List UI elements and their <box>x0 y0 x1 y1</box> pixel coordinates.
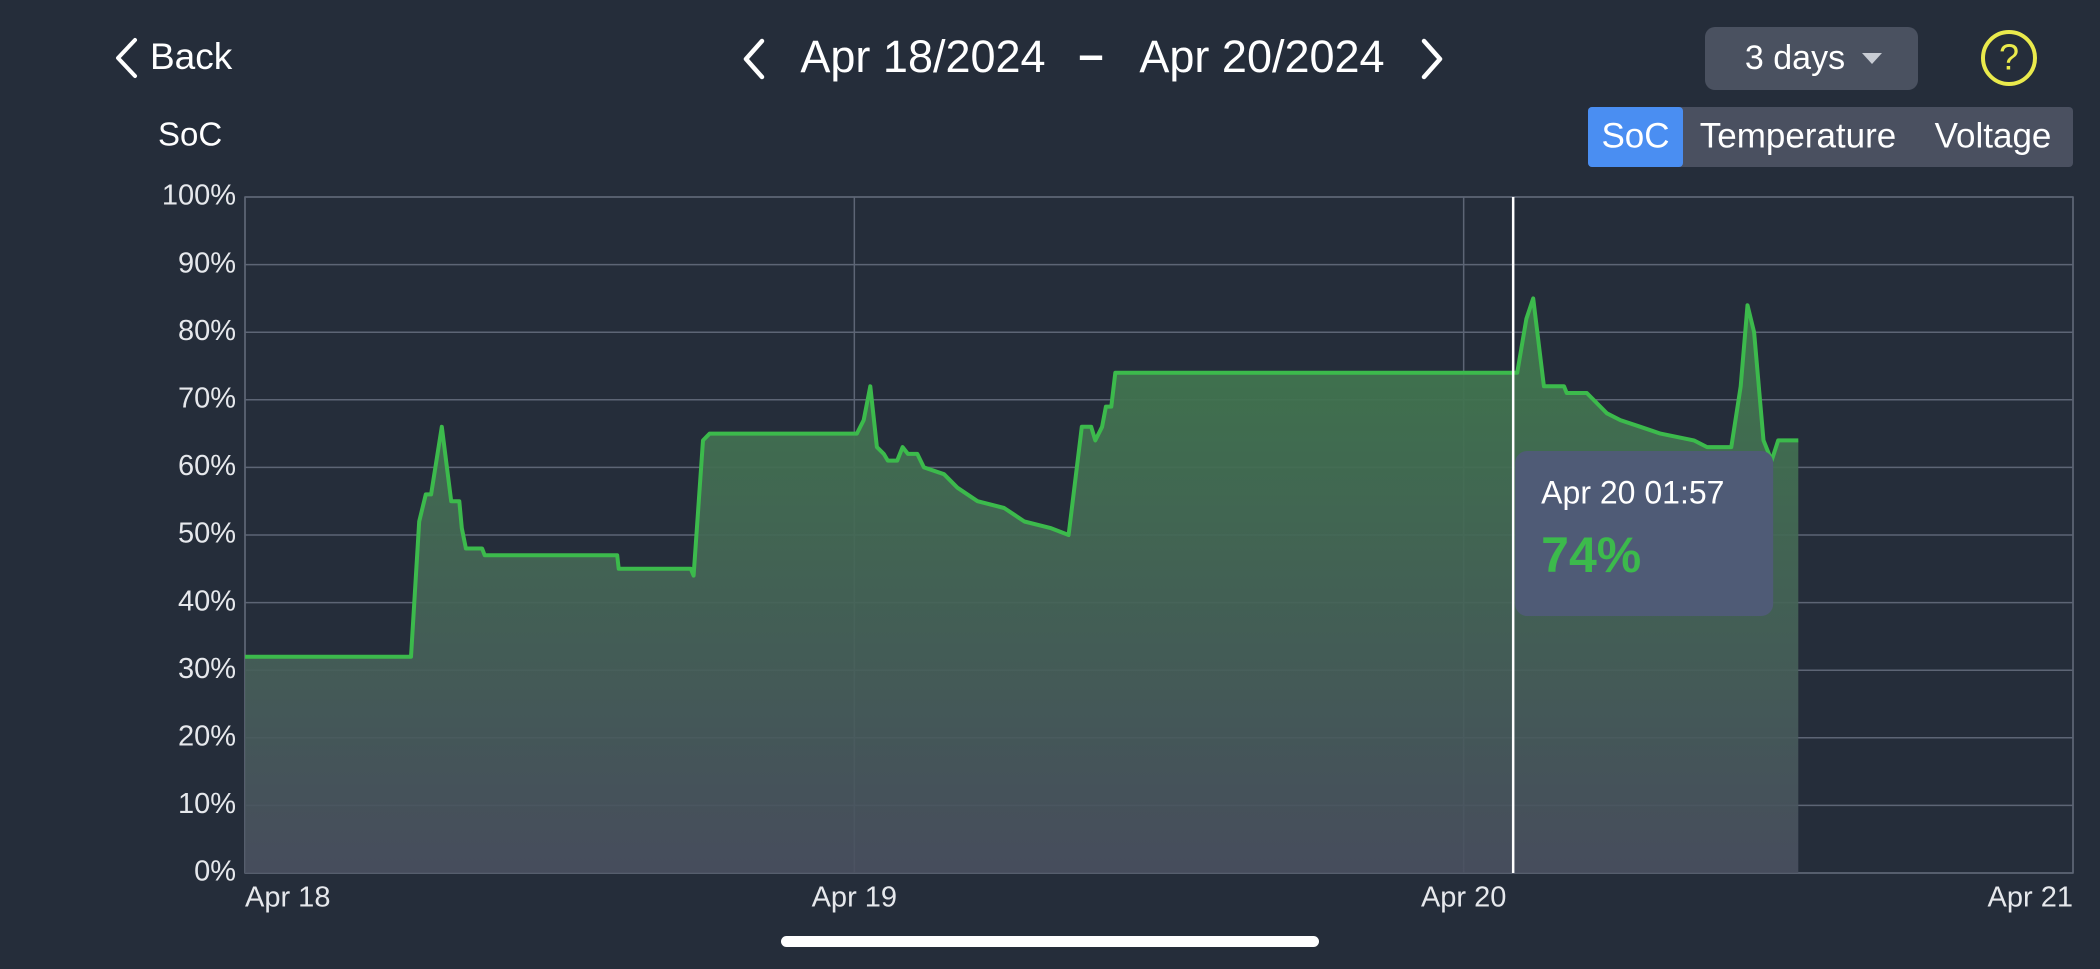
y-tick-label: 100% <box>162 180 236 212</box>
tab-label: Voltage <box>1935 116 2052 155</box>
range-caret <box>1862 53 1882 64</box>
y-tick-label: 70% <box>178 382 236 414</box>
help-button[interactable]: ? <box>1981 30 2037 86</box>
date-separator: – <box>1078 29 1103 80</box>
y-tick-label: 60% <box>178 450 236 482</box>
range-button <box>1705 27 1918 90</box>
tab-label: Temperature <box>1700 116 1896 155</box>
back-chevron <box>116 38 137 78</box>
help-label: ? <box>1999 37 2019 78</box>
help-circle <box>1981 30 2037 86</box>
tab[interactable]: Voltage <box>1935 116 2052 155</box>
x-tick-label: Apr 18 <box>245 882 330 914</box>
tab-active-bg <box>1588 107 1683 167</box>
tab[interactable]: SoC <box>1588 107 1683 167</box>
y-tick-label: 90% <box>178 247 236 279</box>
y-tick-label: 0% <box>194 856 236 888</box>
back-button[interactable]: Back <box>116 36 233 78</box>
tooltip-value: 74% <box>1541 527 1641 583</box>
plot: 0% 10% 20% 30% 40% 50% 60% 70% 80% 90% 100% Apr 18 A… <box>162 180 2074 914</box>
area-fill <box>245 298 1799 873</box>
tooltip-time: Apr 20 01:57 <box>1541 474 1724 510</box>
tab-bar-bg <box>1588 107 2073 167</box>
soc-line <box>245 296 1799 659</box>
prev-arrow[interactable] <box>743 38 765 80</box>
start-date: Apr 18/2024 <box>800 31 1045 82</box>
tooltip: Apr 20 01:57 74% <box>1515 451 1774 616</box>
y-tick-label: 30% <box>178 653 236 685</box>
x-tick-label: Apr 21 <box>1988 882 2073 914</box>
x-tick-label: Apr 19 <box>812 882 897 914</box>
y-tick-label: 10% <box>178 788 236 820</box>
home-indicator <box>781 936 1319 947</box>
x-tick-label: Apr 20 <box>1421 882 1506 914</box>
next-arrow[interactable] <box>1421 38 1443 80</box>
tab-label: SoC <box>1601 116 1669 155</box>
y-tick-label: 80% <box>178 315 236 347</box>
range-dropdown[interactable]: 3 days <box>1705 27 1918 90</box>
tooltip-box <box>1515 451 1774 616</box>
y-tick-label: 40% <box>178 585 236 617</box>
end-date: Apr 20/2024 <box>1139 31 1384 82</box>
y-tick-label: 20% <box>178 720 236 752</box>
tab[interactable]: Temperature <box>1700 116 1896 155</box>
y-axis-label: SoC <box>158 116 222 153</box>
back-label: Back <box>150 36 233 77</box>
y-tick-label: 50% <box>178 518 236 550</box>
tab-bar: SoC Temperature Voltage <box>1588 107 2073 167</box>
range-label: 3 days <box>1745 39 1845 77</box>
